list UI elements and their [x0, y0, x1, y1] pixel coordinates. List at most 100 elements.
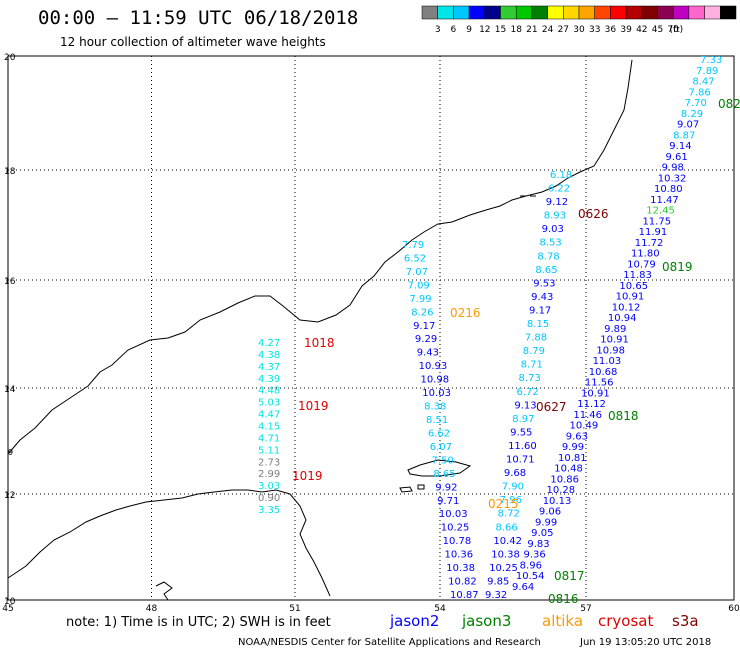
wave-height-value: 0.90 — [258, 493, 280, 504]
wave-height-value: 7.50 — [432, 455, 454, 466]
wave-height-value: 10.03 — [422, 388, 451, 399]
wave-height-value: 9.14 — [669, 141, 691, 152]
scale-swatch — [437, 5, 454, 20]
wave-height-value: 10.12 — [612, 302, 641, 313]
footer-note: note: 1) Time is in UTC; 2) SWH is in fe… — [66, 615, 331, 630]
wave-height-value: 9.17 — [413, 321, 435, 332]
pass-time-label: 0626 — [578, 207, 609, 221]
lon-label: 60 — [728, 604, 740, 614]
footer-credit: NOAA/NESDIS Center for Satellite Applica… — [238, 637, 541, 648]
wave-height-value: 10.49 — [570, 421, 599, 432]
wave-height-value: 10.42 — [493, 536, 522, 547]
scale-label: 30 — [573, 25, 585, 35]
lat-label: 16 — [4, 277, 16, 287]
lat-mark: 9 — [8, 448, 13, 457]
wave-height-value: 10.32 — [658, 173, 687, 184]
wave-height-value: 9.63 — [566, 431, 588, 442]
satellite-name-jason2: jason2 — [389, 612, 439, 630]
wave-height-value: 7.88 — [525, 333, 547, 344]
scale-swatch — [453, 5, 470, 20]
satellite-name-jason3: jason3 — [461, 612, 511, 630]
wave-height-value: 10.94 — [608, 313, 637, 324]
wave-height-value: 3.03 — [258, 481, 280, 492]
lat-label: 20 — [4, 53, 16, 63]
wave-height-value: 8.51 — [426, 415, 448, 426]
wave-height-value: 8.65 — [433, 469, 455, 480]
wave-height-value: 9.83 — [527, 539, 549, 550]
wave-height-value: 4.39 — [258, 374, 280, 385]
scale-label: 12 — [479, 25, 490, 35]
wave-height-value: 4.71 — [258, 433, 280, 444]
wave-height-value: 10.54 — [516, 571, 545, 582]
wave-height-value: 9.53 — [533, 278, 555, 289]
scale-swatch — [563, 5, 580, 20]
lat-label: 12 — [4, 491, 15, 501]
wave-height-value: 7.79 — [402, 240, 424, 251]
lon-label: 54 — [434, 604, 446, 614]
wave-height-value: 10.25 — [489, 563, 518, 574]
wave-height-value: 6.07 — [430, 442, 452, 453]
coastline — [7, 59, 633, 601]
wave-height-value: 7.96 — [500, 495, 522, 506]
scale-swatch — [547, 5, 564, 20]
wave-height-value: 9.71 — [437, 496, 459, 507]
wave-height-value: 7.33 — [700, 55, 722, 66]
altimeter-tracks: 4.274.384.374.394.485.034.474.154.715.11… — [258, 55, 722, 601]
pass-time-label: 0819 — [662, 260, 693, 274]
wave-height-value: 9.43 — [531, 292, 553, 303]
footer-timestamp: Jun 19 13:05:20 UTC 2018 — [579, 637, 711, 648]
wave-height-value: 8.53 — [540, 238, 562, 249]
lat-lon-grid: 45 48 51 54 57 60 20 18 16 14 12 10 9 — [2, 53, 740, 614]
wave-height-value: 11.80 — [631, 249, 660, 260]
wave-height-value: 2.99 — [258, 469, 280, 480]
scale-swatch — [672, 5, 690, 20]
wave-height-value: 10.13 — [543, 496, 572, 507]
wave-height-value: 10.91 — [600, 335, 629, 346]
satellite-name-altika: altika — [542, 612, 583, 630]
wave-height-value: 8.66 — [495, 522, 517, 533]
wave-height-value: 7.07 — [406, 267, 428, 278]
wave-height-value: 9.61 — [665, 152, 687, 163]
wave-height-value: 8.71 — [521, 360, 543, 371]
wave-height-value: 10.68 — [589, 367, 618, 378]
lon-label: 48 — [146, 604, 158, 614]
wave-height-value: 8.26 — [411, 307, 433, 318]
wave-height-value: 11.91 — [639, 227, 668, 238]
wave-height-value: 7.90 — [502, 482, 524, 493]
wave-height-value: 9.89 — [604, 324, 626, 335]
wave-height-value: 10.80 — [654, 184, 683, 195]
wave-height-value: 11.75 — [642, 216, 671, 227]
wave-height-value: 4.48 — [258, 386, 280, 397]
lat-label: 18 — [4, 167, 16, 177]
scale-label: 9 — [466, 25, 472, 35]
wave-height-value: 4.47 — [258, 410, 280, 421]
wave-height-value: 11.83 — [623, 270, 652, 281]
wave-height-value: 6.18 — [550, 170, 572, 181]
wave-height-value: 10.71 — [506, 455, 535, 466]
pass-time-label: 0216 — [450, 306, 481, 320]
pass-time-label: 1019 — [298, 399, 329, 413]
scale-swatch — [515, 5, 533, 20]
wave-height-value: 11.56 — [585, 378, 614, 389]
wave-height-value: 6.62 — [428, 428, 450, 439]
pass-time-label: 1019 — [292, 469, 323, 483]
wave-height-value: 3.35 — [258, 505, 280, 516]
wave-height-value: 8.93 — [544, 211, 566, 222]
wave-height-value: 6.22 — [548, 184, 570, 195]
wave-height-value: 8.29 — [681, 109, 703, 120]
map-title: 00:00 – 11:59 UTC 06/18/2018 — [38, 7, 358, 29]
scale-label: 24 — [542, 25, 554, 35]
lon-label: 45 — [2, 604, 13, 614]
wave-height-value: 9.05 — [531, 528, 553, 539]
wave-height-value: 11.72 — [635, 238, 664, 249]
wave-height-value: 10.81 — [558, 453, 587, 464]
wave-height-value: 9.43 — [417, 348, 439, 359]
scale-swatch — [531, 5, 548, 20]
satellite-name-s3a: s3a — [672, 612, 699, 630]
scale-label: 18 — [510, 25, 522, 35]
scale-swatch — [610, 5, 627, 20]
wave-height-value: 9.99 — [562, 442, 584, 453]
wave-height-value: 12.45 — [646, 206, 675, 217]
wave-height-value: 8.72 — [498, 509, 520, 520]
wave-height-value: 10.38 — [446, 563, 475, 574]
